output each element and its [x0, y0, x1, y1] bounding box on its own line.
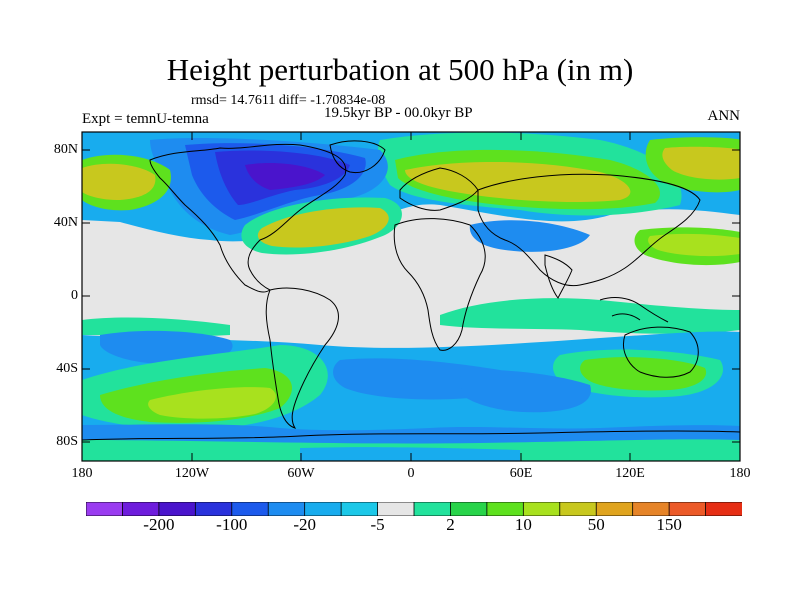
colorbar-bin [413, 502, 452, 516]
eurasia-strong-positive [405, 161, 631, 203]
antarctica-coast [82, 430, 740, 441]
colorbar-label: 50 [587, 515, 605, 534]
colorbar-bin [194, 502, 233, 516]
latitude-tick-marks [82, 149, 740, 443]
tropical-positive-band [440, 298, 740, 334]
colorbar-bin [304, 502, 343, 516]
maritime-continent-coast [599, 297, 669, 323]
lon-label-0: 0 [407, 466, 415, 481]
antarctic-weak-negative [300, 447, 520, 461]
season-label: ANN [707, 108, 741, 124]
colorbar-label: 10 [514, 515, 532, 534]
colorbar-bin [595, 502, 634, 516]
lon-label-60w: 60W [287, 466, 315, 481]
period-label: 19.5kyr BP - 00.0kyr BP [324, 105, 473, 121]
lat-label-0: 0 [71, 288, 78, 303]
colorbar-label: -100 [216, 515, 248, 534]
lat-label-80n: 80N [53, 142, 78, 157]
experiment-label: Expt = temnU-temna [82, 111, 209, 127]
colorbar-label: -200 [143, 515, 175, 534]
lon-label-60e: 60E [509, 466, 533, 481]
australia-coast [623, 326, 699, 378]
colorbar [86, 502, 742, 516]
colorbar-label: 2 [446, 515, 455, 534]
colorbar-bin [559, 502, 598, 516]
colorbar-bin [522, 502, 561, 516]
asia-negative [469, 220, 590, 252]
colorbar-bin [486, 502, 525, 516]
colorbar-bin [705, 502, 742, 516]
north-pacific-strong-positive [82, 163, 156, 200]
lon-label-180e: 180 [729, 466, 751, 481]
lat-label-80s: 80S [56, 434, 78, 449]
lon-label-180w: 180 [71, 466, 93, 481]
indian-subcontinent-coast [544, 254, 573, 299]
africa-coast [393, 218, 486, 351]
atlantic-positive-core [257, 207, 389, 248]
colorbar-bin [668, 502, 707, 516]
contour-fill-layer [82, 132, 740, 461]
south-atlantic-strong-positive [148, 387, 276, 419]
tropical-pacific-positive [82, 317, 230, 337]
coastline-layer [82, 140, 740, 441]
colorbar-bin [122, 502, 160, 516]
north-america-core-negative [245, 163, 325, 190]
lat-label-40s: 40S [56, 361, 78, 376]
north-america-coast [149, 143, 347, 293]
east-asia-strong-positive [648, 233, 740, 257]
indian-ocean-strong-positive [580, 357, 707, 391]
colorbar-bin [158, 502, 197, 516]
lon-label-120e: 120E [615, 466, 645, 481]
colorbar-bin [377, 502, 415, 516]
north-pacific-strong-positive-east [662, 146, 740, 180]
greenland-coast [329, 140, 386, 174]
colorbar-bin [340, 502, 379, 516]
map-title: Height perturbation at 500 hPa (in m) [166, 52, 634, 87]
colorbar-bin [231, 502, 270, 516]
longitude-tick-marks [81, 132, 631, 461]
south-america-coast [265, 287, 339, 429]
colorbar-label: 150 [656, 515, 682, 534]
colorbar-label: -20 [293, 515, 316, 534]
colorbar-bin [267, 502, 306, 516]
lon-label-120w: 120W [174, 466, 210, 481]
south-indian-negative-east [460, 369, 591, 413]
colorbar-label: -5 [370, 515, 385, 534]
colorbar-bin [86, 502, 124, 516]
colorbar-bin [450, 502, 488, 516]
lat-label-40n: 40N [53, 215, 78, 230]
south-pacific-negative [100, 330, 233, 365]
colorbar-bin [632, 502, 671, 516]
asia-coast [477, 173, 701, 287]
rmsd-diff-stats: rmsd= 14.7611 diff= -1.70834e-08 [191, 93, 386, 108]
